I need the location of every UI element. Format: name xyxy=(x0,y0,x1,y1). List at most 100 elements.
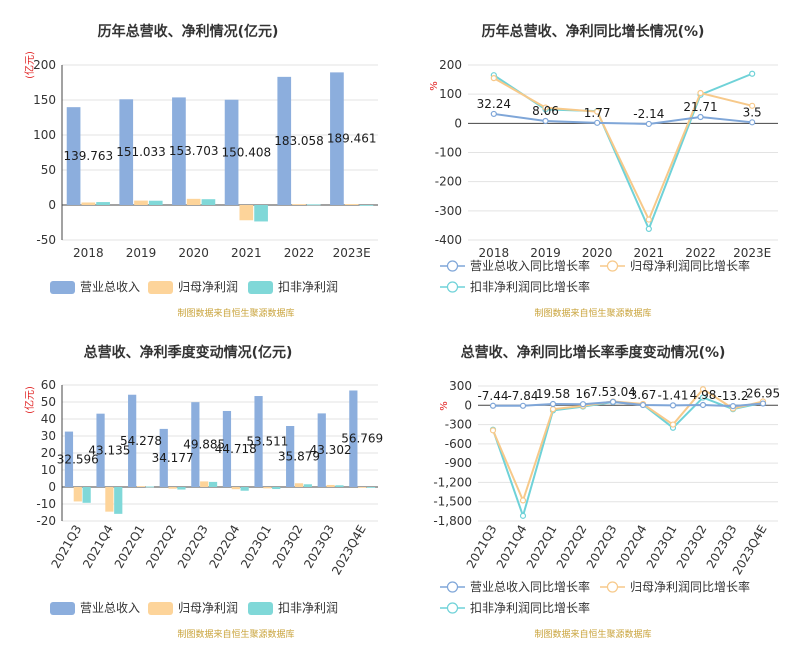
legend-marker xyxy=(606,260,619,272)
x-tick-label: 2023Q1 xyxy=(238,523,274,571)
y-tick-label: 40 xyxy=(41,412,56,426)
bar-2 xyxy=(292,204,306,205)
legend-marker xyxy=(446,581,459,593)
data-label: 3.5 xyxy=(743,105,762,119)
bar-2 xyxy=(358,487,367,488)
bar-1 xyxy=(128,394,137,487)
x-tick-label: 2021 xyxy=(634,246,665,260)
y-tick-label: -100 xyxy=(435,146,462,160)
point-2 xyxy=(490,75,497,82)
chart-title: 总营收、净利季度变动情况(亿元) xyxy=(84,344,293,361)
y-unit-label: (亿元) xyxy=(23,386,36,414)
x-tick-label: 2022Q3 xyxy=(175,523,211,571)
point-2 xyxy=(749,102,756,109)
point-1 xyxy=(519,402,527,409)
point-1 xyxy=(594,119,601,126)
point-1 xyxy=(609,398,617,405)
legend-item-3: 扣非净利润同比增长率 xyxy=(440,279,590,294)
data-label: -2.14 xyxy=(633,107,664,121)
point-2 xyxy=(594,108,601,115)
data-label: 32.596 xyxy=(57,452,99,466)
point-2 xyxy=(542,104,549,111)
series-line-1 xyxy=(493,112,753,125)
bar-1 xyxy=(277,76,292,205)
point-3 xyxy=(519,512,527,519)
bar-1 xyxy=(191,402,200,487)
point-2 xyxy=(669,421,677,428)
point-1 xyxy=(669,402,677,409)
x-tick-label: 2022 xyxy=(685,246,716,260)
bar-1 xyxy=(222,410,232,487)
y-tick-label: 150 xyxy=(33,93,56,107)
point-2 xyxy=(699,386,707,393)
x-tick-label: 2018 xyxy=(73,246,104,260)
point-1 xyxy=(699,401,707,409)
x-tick-label: 2023Q2 xyxy=(270,523,306,571)
bar-1 xyxy=(66,107,81,205)
chart-title: 历年总营收、净利同比增长情况(%) xyxy=(482,23,705,40)
legend-label: 扣非净利润同比增长率 xyxy=(470,600,590,615)
bar-3 xyxy=(254,205,268,222)
x-tick-label: 2022Q1 xyxy=(112,523,148,571)
y-tick-label: 200 xyxy=(439,58,462,72)
legend-item-1: 营业总收入 xyxy=(50,601,140,615)
y-tick-label: 300 xyxy=(449,379,472,393)
legend-label: 扣非净利润 xyxy=(278,280,338,294)
legend-marker xyxy=(446,602,459,614)
bar-1 xyxy=(172,97,186,205)
bar-1 xyxy=(254,396,263,487)
x-tick-label: 2021 xyxy=(231,246,262,260)
y-tick-label: -200 xyxy=(435,175,462,189)
bar-3 xyxy=(82,487,91,503)
x-tick-label: 2022 xyxy=(284,246,315,260)
data-label: -13.2 xyxy=(717,389,748,403)
chart-panel-4: 总营收、净利同比增长率季度变动情况(%)% -1,800 -1,500 -1,200 -… xyxy=(433,344,780,640)
legend-label: 归母净利润 xyxy=(178,601,238,615)
chart-title: 历年总营收、净利情况(亿元) xyxy=(98,23,279,40)
y-tick-label: 0 xyxy=(464,398,472,412)
y-tick-label: 100 xyxy=(439,87,462,101)
bar-1 xyxy=(64,431,74,487)
legend-marker xyxy=(606,581,619,593)
legend-item-2: 归母净利润同比增长率 xyxy=(600,258,750,273)
point-2 xyxy=(489,427,497,434)
legend-marker xyxy=(446,281,459,293)
bar-2 xyxy=(81,202,96,205)
source-note: 制图数据来自恒生聚源数据库 xyxy=(534,628,651,640)
y-tick-label: 60 xyxy=(41,378,56,392)
bar-2 xyxy=(200,481,209,487)
data-label: 21.71 xyxy=(683,100,717,114)
y-unit-label: (亿元) xyxy=(23,51,36,79)
bar-2 xyxy=(294,483,304,487)
bar-1 xyxy=(159,428,168,487)
data-label: 153.703 xyxy=(169,144,219,158)
bar-2 xyxy=(239,205,254,221)
bar-2 xyxy=(186,198,201,205)
point-1 xyxy=(579,401,587,408)
chart-panel-3: 总营收、净利季度变动情况(亿元) (亿元) -20 -10 0 10 20 30 40 50 60 2… xyxy=(23,344,383,640)
legend-label: 扣非净利润同比增长率 xyxy=(470,279,590,294)
legend-swatch xyxy=(50,281,75,294)
y-tick-label: 100 xyxy=(33,128,56,142)
data-label: 150.408 xyxy=(222,145,272,159)
data-label: 4.98 xyxy=(690,388,717,402)
point-1 xyxy=(697,113,704,121)
data-label: 16 xyxy=(575,387,590,401)
data-label: 44.718 xyxy=(215,442,257,456)
bar-3 xyxy=(114,487,123,514)
bar-1 xyxy=(349,390,358,487)
x-tick-label: 2019 xyxy=(530,246,561,260)
chart-panel-1: 历年总营收、净利情况(亿元) (亿元) -50 0 50 100 150 200 2018 201… xyxy=(23,23,378,319)
series-line-3 xyxy=(492,396,764,520)
point-2 xyxy=(697,89,704,97)
bar-3 xyxy=(272,487,281,490)
bar-3 xyxy=(306,204,321,206)
point-1 xyxy=(729,403,737,410)
legend-item-1: 营业总收入 xyxy=(50,280,140,294)
bar-3 xyxy=(96,202,110,205)
x-tick-label: 2021Q3 xyxy=(48,523,84,571)
data-label: 3.67 xyxy=(630,388,657,402)
y-tick-label: -900 xyxy=(445,456,472,470)
data-label: 189.461 xyxy=(327,132,377,146)
